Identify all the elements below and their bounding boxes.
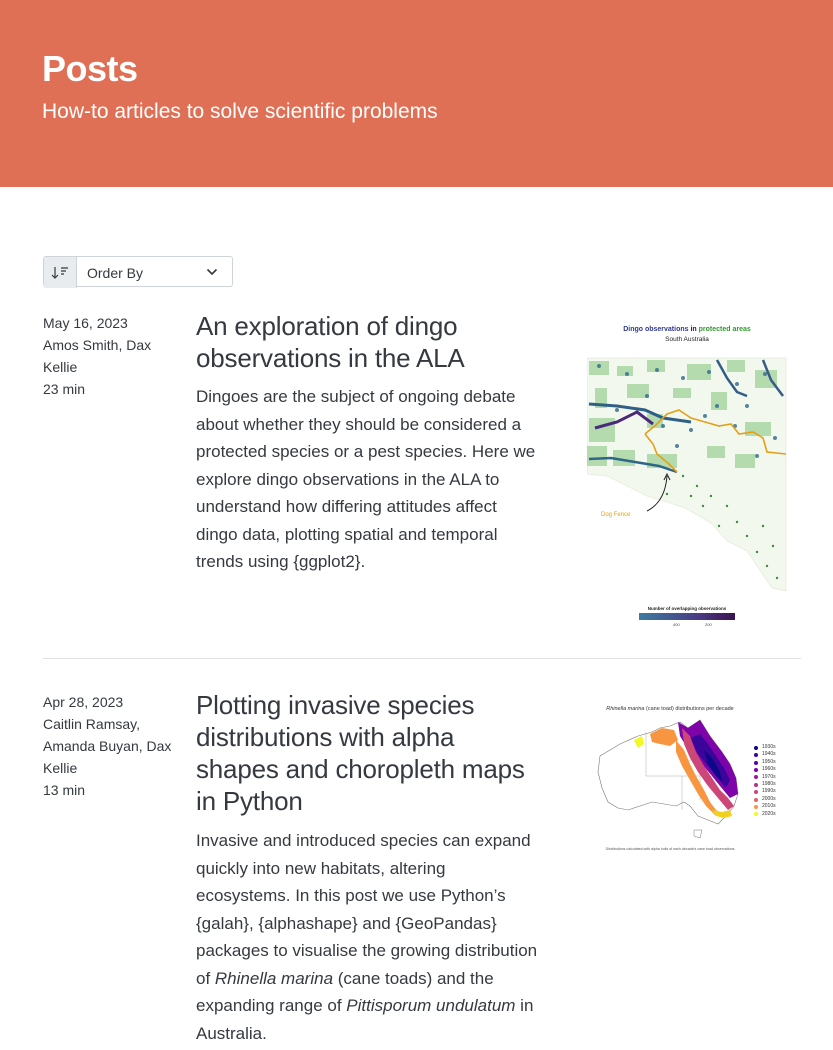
legend-label: 1970s [762, 773, 776, 780]
legend-item: 1990s [754, 788, 776, 795]
post-thumbnail[interactable]: Dingo observations in protected areas So… [587, 326, 787, 626]
legend-item: 2010s [754, 803, 776, 810]
legend-label: 2000s [762, 795, 776, 802]
post-thumbnail[interactable]: Rhinella marina (cane toad) distribution… [590, 706, 800, 856]
legend-label: 1960s [762, 766, 776, 773]
legend-label: 1980s [762, 781, 776, 788]
post-title-link[interactable]: Plotting invasive species distributions … [196, 690, 525, 816]
thumbnail-subtitle: South Australia [665, 336, 709, 343]
legend-swatch [754, 797, 758, 802]
thumbnail-title: Rhinella marina (cane toad) distribution… [606, 706, 734, 712]
svg-text:200: 200 [705, 622, 712, 626]
legend-swatch [754, 775, 758, 780]
legend-item: 1980s [754, 781, 776, 788]
thumbnail-caption: Distributions calculated with alpha hull… [606, 847, 735, 851]
dog-fence-label: Dog Fence [601, 512, 631, 518]
legend-label: 1990s [762, 788, 776, 795]
svg-text:400: 400 [673, 622, 680, 626]
legend-swatch [754, 812, 758, 817]
post-date: May 16, 2023 [43, 315, 128, 331]
order-by-label: Order By [87, 265, 144, 281]
legend-label: 1940s [762, 751, 776, 758]
legend-label: 2020s [762, 810, 776, 817]
post-divider [43, 658, 801, 659]
legend-item: 1960s [754, 766, 776, 773]
legend-item: 2020s [754, 811, 776, 818]
page-subtitle: How-to articles to solve scientific prob… [42, 100, 438, 123]
legend-item: 1950s [754, 759, 776, 766]
post-date: Apr 28, 2023 [43, 694, 124, 710]
decade-legend: 1930s 1940s 1950s 1960s 1970s 1980s 1990s 2000s… [754, 744, 776, 818]
legend-item: 1970s [754, 774, 776, 781]
thumbnail-title: Dingo observations in protected areas [623, 326, 751, 333]
legend-swatch [754, 804, 758, 809]
legend-swatch [754, 767, 758, 772]
legend-label: 1950s [762, 758, 776, 765]
post-reading-time: 13 min [43, 782, 86, 798]
post-description: Dingoes are the subject of ongoing debat… [196, 387, 536, 571]
page-title: Posts [42, 48, 138, 89]
chevron-down-icon [206, 268, 218, 276]
cane-toad-map-image: Distributions calculated with alpha hull… [597, 719, 739, 851]
legend-swatch [754, 782, 758, 787]
legend-swatch [754, 760, 758, 765]
post-authors: Amos Smith, Dax Kellie [43, 337, 152, 375]
order-by-select[interactable]: Order By [43, 256, 233, 288]
legend-swatch [754, 790, 758, 795]
legend-swatch [754, 753, 758, 758]
legend-item: 2000s [754, 796, 776, 803]
post-meta: Apr 28, 2023 Caitlin Ramsay, Amanda Buya… [43, 691, 173, 801]
sort-descending-icon[interactable] [44, 257, 77, 288]
post-meta: May 16, 2023 Amos Smith, Dax Kellie 23 m… [43, 312, 173, 400]
post-title-link[interactable]: An exploration of dingo observations in … [196, 311, 465, 373]
legend-title: Number of overlapping observations [648, 606, 727, 611]
legend-item: 1940s [754, 751, 776, 758]
legend-item: 1930s [754, 744, 776, 751]
post-reading-time: 23 min [43, 381, 86, 397]
legend-swatch [754, 745, 758, 750]
legend-label: 2010s [762, 803, 776, 810]
post-description: Invasive and introduced species can expa… [196, 831, 538, 1043]
post-authors: Caitlin Ramsay, Amanda Buyan, Dax Kellie [43, 716, 172, 776]
page-header: Posts How-to articles to solve scientifi… [0, 0, 833, 187]
dingo-map-image: Dog Fence Number of overlapping observat… [587, 357, 787, 626]
legend-label: 1930s [762, 744, 776, 750]
